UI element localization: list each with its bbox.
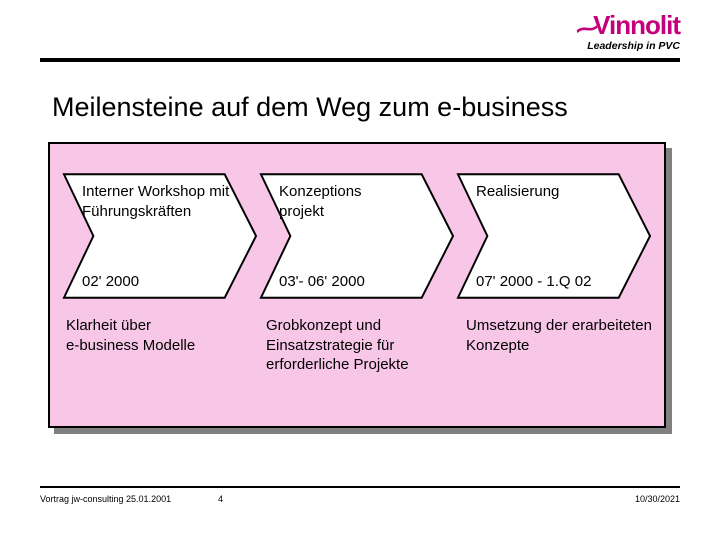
milestone-heading: Interner Workshop mit Führungskräften xyxy=(82,182,232,221)
milestones-panel: Interner Workshop mit Führungskräften 02… xyxy=(48,142,666,428)
milestone-arrow: Konzeptions projekt 03'- 06' 2000 xyxy=(259,172,455,300)
milestone-description: Umsetzung der erarbeiteten Konzepte xyxy=(460,316,654,375)
footer-date: 10/30/2021 xyxy=(635,494,680,504)
milestone-date: 02' 2000 xyxy=(82,273,242,290)
description-row: Klarheit über e-business Modelle Grobkon… xyxy=(60,316,654,375)
milestone-arrow: Interner Workshop mit Führungskräften 02… xyxy=(62,172,258,300)
brand-tagline: Leadership in PVC xyxy=(548,40,680,52)
footer-rule xyxy=(40,486,680,488)
milestone-arrow: Realisierung 07' 2000 - 1.Q 02 xyxy=(456,172,652,300)
milestone-heading: Konzeptions projekt xyxy=(279,182,429,221)
milestone-description: Grobkonzept und Einsatzstrategie für erf… xyxy=(260,316,454,375)
footer: Vortrag jw-consulting 25.01.2001 4 10/30… xyxy=(40,486,680,508)
slide-title: Meilensteine auf dem Weg zum e-business xyxy=(52,92,568,123)
footer-source: Vortrag jw-consulting 25.01.2001 xyxy=(40,494,171,504)
header-rule xyxy=(40,58,680,62)
milestone-heading: Realisierung xyxy=(476,182,626,202)
brand-name: ⁓Vinnolit xyxy=(548,12,680,38)
milestone-date: 03'- 06' 2000 xyxy=(279,273,439,290)
milestone-description: Klarheit über e-business Modelle xyxy=(60,316,254,375)
arrow-row: Interner Workshop mit Führungskräften 02… xyxy=(62,172,652,302)
brand-logo: ⁓Vinnolit Leadership in PVC xyxy=(548,12,680,52)
header: ⁓Vinnolit Leadership in PVC xyxy=(40,14,680,62)
footer-page-number: 4 xyxy=(218,494,223,504)
milestone-date: 07' 2000 - 1.Q 02 xyxy=(476,273,636,290)
